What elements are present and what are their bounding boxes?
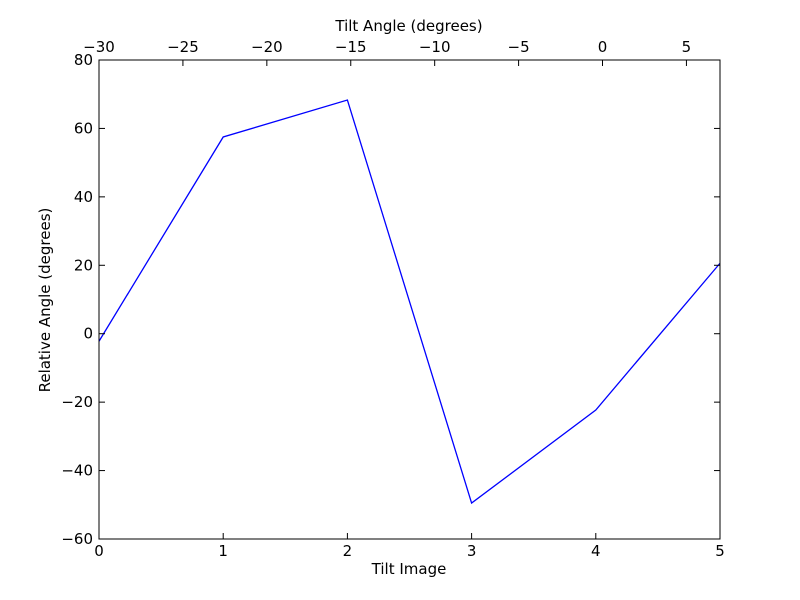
- y-axis-label: Relative Angle (degrees): [36, 208, 54, 393]
- x-tick-label: 4: [591, 542, 601, 560]
- x2-tick-label: 0: [598, 38, 608, 56]
- x2-tick-label: −10: [419, 38, 451, 56]
- x2-tick-label: 5: [682, 38, 692, 56]
- x2-tick-label: −30: [83, 38, 115, 56]
- x2-tick-label: −5: [508, 38, 530, 56]
- y-tick-label: 80: [74, 51, 93, 69]
- x-tick-label: 5: [715, 542, 725, 560]
- x2-tick-label: −20: [251, 38, 283, 56]
- y-tick-label: 40: [74, 188, 93, 206]
- y-tick-label: 0: [83, 325, 93, 343]
- y-tick-label: 20: [74, 256, 93, 274]
- plot-frame: [98, 59, 721, 540]
- x-tick-label: 1: [218, 542, 228, 560]
- x2-tick-label: −15: [335, 38, 367, 56]
- y-tick-label: −40: [61, 462, 93, 480]
- x-tick-label: 0: [94, 542, 104, 560]
- x2-tick-label: −25: [167, 38, 199, 56]
- x-tick-label: 3: [467, 542, 477, 560]
- y-tick-label: −20: [61, 393, 93, 411]
- x-axis-label: Tilt Image: [371, 560, 447, 578]
- x2-axis-label: Tilt Angle (degrees): [334, 17, 482, 35]
- data-line: [98, 99, 721, 505]
- y-tick-label: −60: [61, 530, 93, 548]
- x-tick-label: 2: [343, 542, 353, 560]
- y-tick-label: 60: [74, 119, 93, 137]
